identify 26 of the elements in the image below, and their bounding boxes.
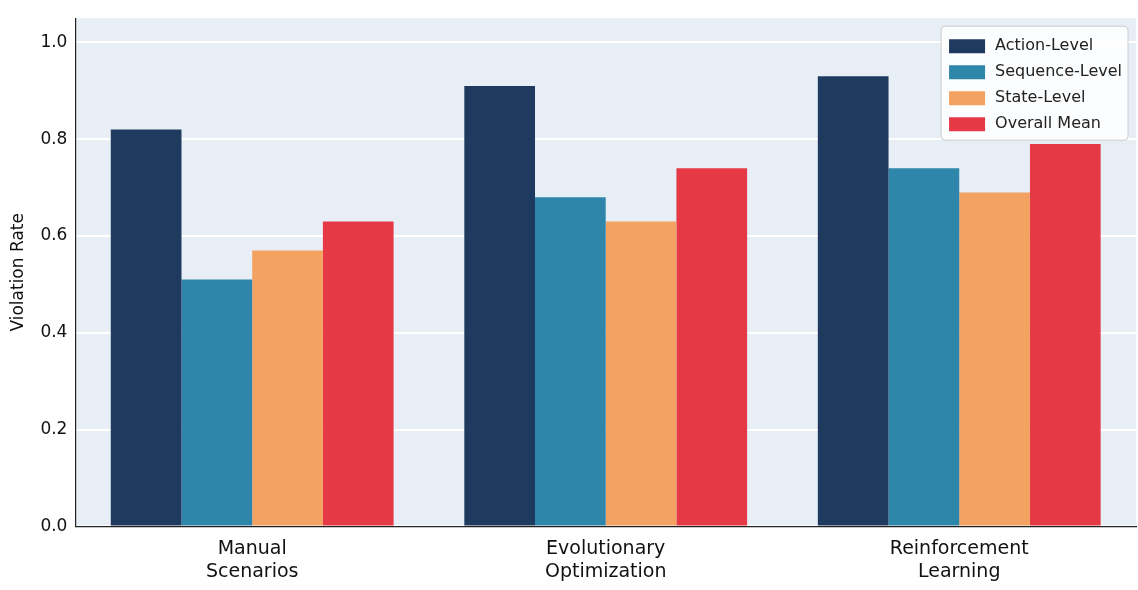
y-tick-label: 0.4 [40,321,68,342]
y-tick-label: 0.2 [40,418,68,439]
bar [252,250,323,526]
y-tick-label: 0.6 [40,224,68,245]
bar [888,168,960,526]
bar [1029,144,1101,526]
y-tick-label: 1.0 [40,30,68,51]
x-tick-label: Reinforcement Learning [889,535,1029,581]
x-tick-label: Evolutionary Optimization [544,535,667,581]
bar [322,221,394,526]
bar [110,129,182,526]
legend-label: Sequence-Level [995,61,1123,81]
y-tick-label: 0.0 [40,514,68,535]
bar [181,279,253,526]
bar [464,85,536,526]
bar [605,221,677,526]
bar [676,168,748,526]
y-axis-title: Violation Rate [6,213,27,332]
legend-label: Action-Level [995,35,1094,55]
y-tick-label: 0.8 [40,127,68,148]
bar [817,76,889,526]
legend-label: Overall Mean [995,113,1101,133]
bar [535,197,606,526]
legend-label: State-Level [995,87,1086,107]
x-tick-label: Manual Scenarios [205,535,299,581]
bar [959,192,1030,526]
